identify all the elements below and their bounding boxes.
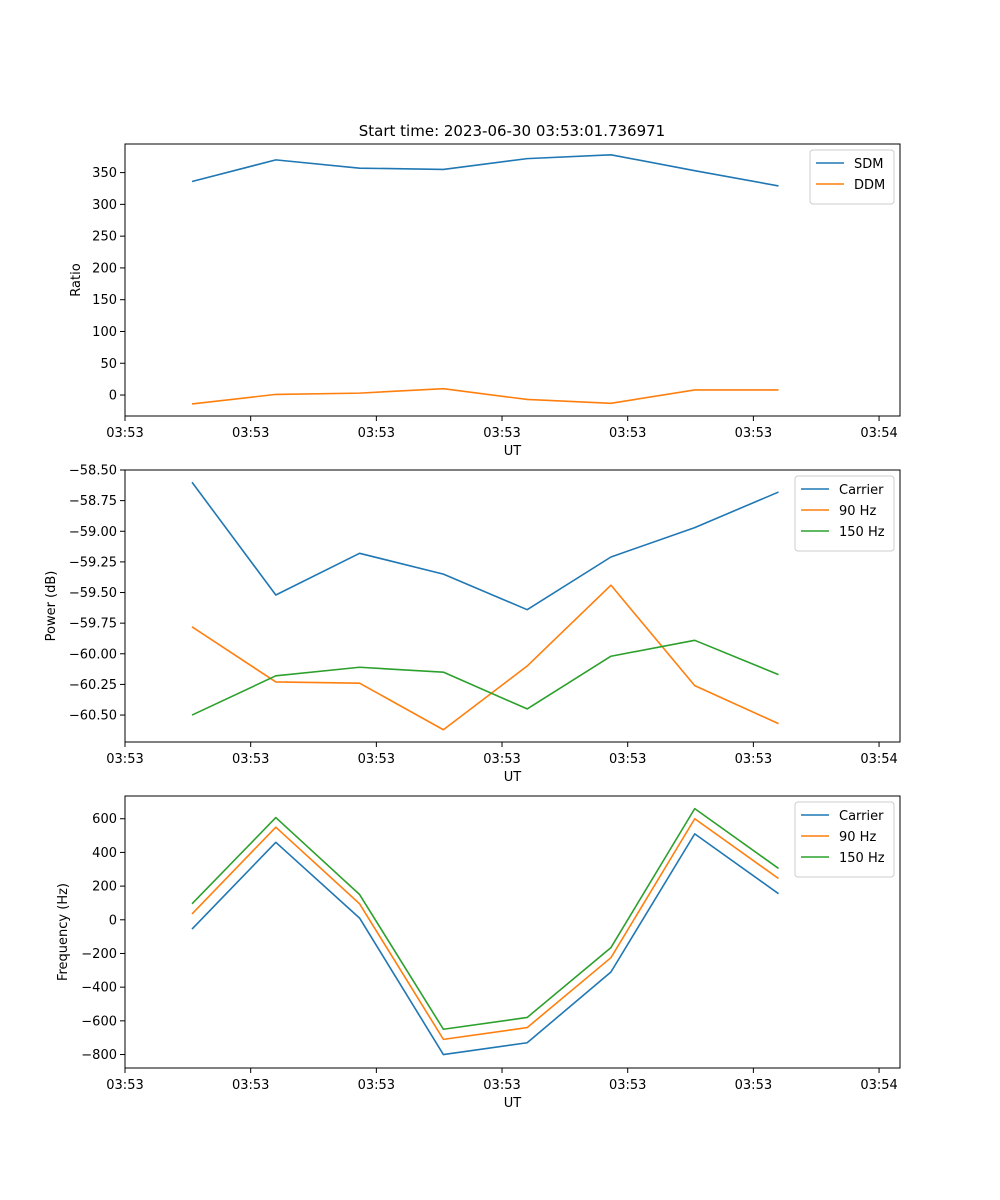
y-tick-label: −59.75 <box>69 617 117 632</box>
legend: SDM DDM <box>809 149 895 205</box>
x-tick-label: 03:54 <box>860 1078 897 1093</box>
series-line-2-3 <box>191 639 779 716</box>
legend-entry: Carrier <box>839 483 884 498</box>
series-line-3-2 <box>191 817 779 1041</box>
x-tick-label: 03:53 <box>483 1078 520 1093</box>
y-tick-label: 200 <box>92 261 117 276</box>
subplot-1: 03:53 03:53 03:53 03:53 03:53 03:53 03:54 0 50 10… <box>69 143 901 459</box>
series-line-2-1 <box>191 481 779 611</box>
legend-entry: 150 Hz <box>839 851 885 866</box>
legend-box <box>794 801 895 878</box>
x-tick-label: 03:53 <box>735 426 772 441</box>
x-tick-label: 03:53 <box>358 752 395 767</box>
x-axis-label: UT <box>504 1096 522 1111</box>
series-line-1-2 <box>191 387 779 405</box>
y-tick-label: −58.75 <box>69 494 117 509</box>
y-tick-label: 50 <box>100 357 117 372</box>
y-tick-label: −200 <box>81 947 117 962</box>
y-tick-label: −60.25 <box>69 678 117 693</box>
y-tick-label: 0 <box>109 913 117 928</box>
x-tick-label: 03:53 <box>483 426 520 441</box>
y-tick-label: −400 <box>81 981 117 996</box>
y-axis-label: Power (dB) <box>44 571 59 642</box>
y-tick-label: 0 <box>109 389 117 404</box>
x-tick-label: 03:53 <box>106 426 143 441</box>
axes-frame <box>124 469 901 743</box>
y-axis-label: Frequency (Hz) <box>56 883 71 981</box>
x-axis-label: UT <box>504 444 522 459</box>
x-tick-label: 03:53 <box>106 1078 143 1093</box>
x-tick-label: 03:53 <box>609 426 646 441</box>
legend-entry: SDM <box>854 157 883 172</box>
legend: Carrier 90 Hz 150 Hz <box>794 801 895 878</box>
x-axis-label: UT <box>504 770 522 785</box>
x-tick-label: 03:54 <box>860 752 897 767</box>
y-tick-label: −59.25 <box>69 555 117 570</box>
axes-frame <box>124 795 901 1069</box>
x-tick-label: 03:53 <box>483 752 520 767</box>
y-tick-label: 100 <box>92 325 117 340</box>
y-tick-label: −58.50 <box>69 464 117 479</box>
y-tick-label: 400 <box>92 846 117 861</box>
x-tick-label: 03:53 <box>735 1078 772 1093</box>
y-tick-label: 300 <box>92 198 117 213</box>
x-tick-label: 03:53 <box>358 1078 395 1093</box>
axes-frame <box>124 143 901 417</box>
y-tick-label: −59.50 <box>69 586 117 601</box>
series-line-3-3 <box>191 807 779 1031</box>
x-tick-label: 03:53 <box>232 1078 269 1093</box>
y-tick-label: −600 <box>81 1014 117 1029</box>
y-tick-label: 200 <box>92 880 117 895</box>
x-tick-label: 03:53 <box>232 426 269 441</box>
legend-entry: 150 Hz <box>839 525 885 540</box>
legend-entry: DDM <box>854 178 885 193</box>
y-tick-label: 150 <box>92 293 117 308</box>
x-tick-label: 03:53 <box>232 752 269 767</box>
y-tick-label: 600 <box>92 812 117 827</box>
legend: Carrier 90 Hz 150 Hz <box>794 475 895 552</box>
y-tick-label: −60.00 <box>69 647 117 662</box>
y-tick-label: 350 <box>92 166 117 181</box>
y-tick-label: −800 <box>81 1048 117 1063</box>
subplot-3: 03:53 03:53 03:53 03:53 03:53 03:53 03:54 −800 −… <box>56 795 901 1111</box>
legend-entry: Carrier <box>839 809 884 824</box>
x-tick-label: 03:53 <box>609 752 646 767</box>
x-tick-label: 03:53 <box>609 1078 646 1093</box>
legend-entry: 90 Hz <box>839 830 876 845</box>
x-tick-label: 03:53 <box>735 752 772 767</box>
series-line-3-1 <box>191 833 779 1056</box>
x-tick-label: 03:54 <box>860 426 897 441</box>
y-tick-label: −60.50 <box>69 709 117 724</box>
y-tick-label: 250 <box>92 230 117 245</box>
legend-box <box>794 475 895 552</box>
series-line-2-2 <box>191 584 779 731</box>
x-tick-label: 03:53 <box>358 426 395 441</box>
legend-entry: 90 Hz <box>839 504 876 519</box>
figure-title: Start time: 2023-06-30 03:53:01.736971 <box>359 122 665 140</box>
subplot-2: 03:53 03:53 03:53 03:53 03:53 03:53 03:54 −58.5… <box>44 464 901 785</box>
x-tick-label: 03:53 <box>106 752 143 767</box>
plots: 03:53 03:53 03:53 03:53 03:53 03:53 03:54 0 50 10… <box>44 143 901 1111</box>
y-axis-label: Ratio <box>69 263 84 296</box>
series-line-1-1 <box>191 154 779 187</box>
y-tick-label: −59.00 <box>69 525 117 540</box>
